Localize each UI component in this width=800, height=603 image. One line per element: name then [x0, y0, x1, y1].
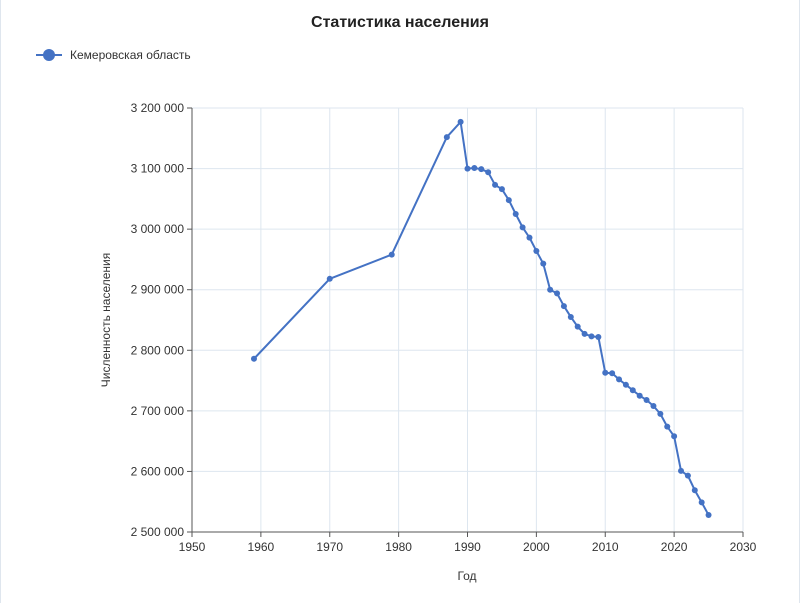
data-point[interactable]: [326, 275, 333, 282]
x-tick-label: 1980: [385, 540, 412, 554]
series-line: [253, 120, 710, 516]
data-point[interactable]: [629, 387, 636, 394]
data-point[interactable]: [498, 186, 505, 193]
data-point[interactable]: [388, 251, 395, 258]
x-tick-label: 2020: [661, 540, 688, 554]
data-point[interactable]: [705, 512, 712, 519]
data-point[interactable]: [609, 370, 616, 377]
y-tick-label: 2 700 000: [131, 404, 185, 418]
chart-title: Статистика населения: [311, 14, 489, 31]
axes: [187, 107, 744, 537]
data-point[interactable]: [622, 381, 629, 388]
data-point[interactable]: [519, 224, 526, 231]
tick-labels: 1950 1960 1970 1980 1990 2000 2010 2020 2030 2 50…: [131, 101, 757, 554]
data-point[interactable]: [554, 290, 561, 297]
x-tick-label: 1960: [248, 540, 275, 554]
y-axis-label: Численность населения: [99, 253, 113, 387]
data-point[interactable]: [492, 181, 499, 188]
data-point[interactable]: [691, 487, 698, 494]
y-tick-label: 3 200 000: [131, 101, 185, 115]
data-point[interactable]: [471, 164, 478, 171]
x-tick-label: 1990: [454, 540, 481, 554]
x-tick-label: 2000: [523, 540, 550, 554]
data-point[interactable]: [595, 333, 602, 340]
x-tick-label: 1950: [179, 540, 206, 554]
data-point[interactable]: [250, 355, 257, 362]
data-point[interactable]: [526, 234, 533, 241]
data-point[interactable]: [643, 396, 650, 403]
data-point[interactable]: [602, 369, 609, 376]
data-point[interactable]: [671, 433, 678, 440]
data-point[interactable]: [664, 423, 671, 430]
data-point[interactable]: [616, 376, 623, 383]
data-point[interactable]: [574, 323, 581, 330]
data-point[interactable]: [581, 330, 588, 337]
legend-marker-icon: [36, 48, 62, 62]
data-point[interactable]: [567, 313, 574, 320]
x-tick-label: 2030: [730, 540, 757, 554]
y-tick-label: 3 000 000: [131, 222, 185, 236]
data-point[interactable]: [540, 260, 547, 267]
series-line-group: [250, 118, 712, 519]
data-point[interactable]: [443, 134, 450, 141]
x-tick-label: 1970: [316, 540, 343, 554]
data-point[interactable]: [485, 169, 492, 176]
data-point[interactable]: [560, 303, 567, 310]
gridlines: [192, 107, 744, 532]
legend-label: Кемеровская область: [70, 48, 191, 62]
data-point[interactable]: [650, 403, 657, 410]
data-point[interactable]: [478, 166, 485, 173]
data-point[interactable]: [533, 247, 540, 254]
y-tick-label: 2 800 000: [131, 343, 185, 357]
data-point[interactable]: [547, 286, 554, 293]
data-point[interactable]: [636, 392, 643, 399]
data-point[interactable]: [464, 165, 471, 172]
data-point[interactable]: [457, 118, 464, 125]
y-tick-label: 2 900 000: [131, 283, 185, 297]
data-point[interactable]: [588, 333, 595, 340]
data-point[interactable]: [698, 499, 705, 506]
data-point[interactable]: [512, 211, 519, 217]
legend[interactable]: Кемеровская область: [36, 48, 191, 62]
x-axis-label: Год: [457, 569, 476, 583]
data-point[interactable]: [505, 197, 512, 204]
y-tick-label: 2 500 000: [131, 525, 185, 539]
data-point[interactable]: [678, 467, 685, 474]
y-tick-label: 2 600 000: [131, 464, 185, 478]
data-point[interactable]: [684, 472, 691, 479]
x-tick-label: 2010: [592, 540, 619, 554]
y-tick-label: 3 100 000: [131, 162, 185, 176]
data-point[interactable]: [657, 410, 664, 417]
